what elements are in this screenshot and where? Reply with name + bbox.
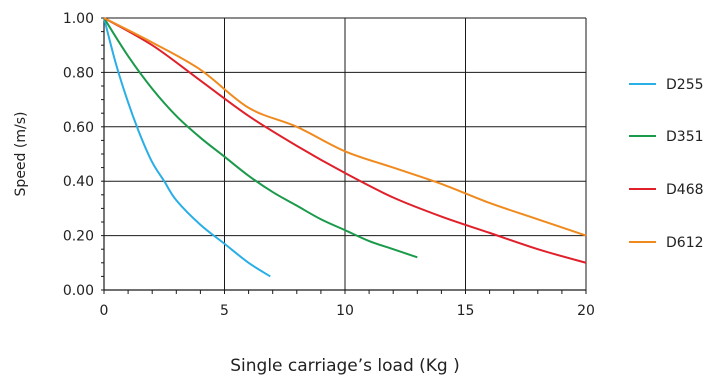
x-axis-title: Single carriage’s load (Kg ): [230, 356, 460, 376]
y-tick-label: 0.20: [63, 229, 94, 245]
legend-label-d612: D612: [666, 235, 704, 251]
series-line-d612: [103, 17, 587, 237]
legend-label-d255: D255: [666, 77, 704, 93]
legend-label-d351: D351: [666, 129, 704, 145]
legend-label-d468: D468: [666, 182, 704, 198]
x-tick-label: 0: [100, 303, 109, 319]
legend: D255 D351 D468 D612: [629, 77, 704, 251]
y-tick-label: 0.00: [63, 283, 94, 299]
y-tick-label: 1.00: [63, 11, 94, 27]
series-line-d468: [103, 17, 587, 264]
y-tick-label: 0.80: [63, 65, 94, 81]
grid: [104, 17, 587, 290]
x-tick-label: 15: [457, 303, 475, 319]
tick-labels: 0.00 0.20 0.40 0.60 0.80 1.00 0 5 10 15 20: [63, 11, 595, 319]
y-axis-title: Speed (m/s): [13, 112, 29, 197]
y-tick-label: 0.40: [63, 174, 94, 190]
axes: [101, 17, 587, 294]
y-tick-label: 0.60: [63, 120, 94, 136]
series-line-d255: [103, 17, 271, 278]
x-tick-label: 10: [336, 303, 354, 319]
series-line-d351: [103, 17, 418, 259]
x-tick-label: 20: [577, 303, 595, 319]
x-tick-label: 5: [220, 303, 229, 319]
series-lines: [103, 17, 587, 278]
